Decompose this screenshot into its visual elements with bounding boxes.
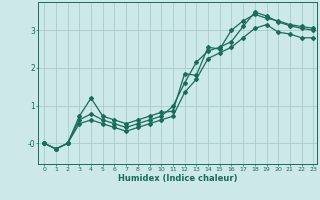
- X-axis label: Humidex (Indice chaleur): Humidex (Indice chaleur): [118, 174, 237, 183]
